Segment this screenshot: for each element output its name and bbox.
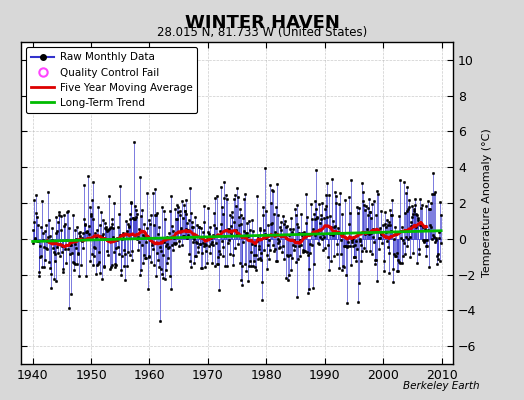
- Text: Berkeley Earth: Berkeley Earth: [403, 381, 479, 391]
- Legend: Raw Monthly Data, Quality Control Fail, Five Year Moving Average, Long-Term Tren: Raw Monthly Data, Quality Control Fail, …: [26, 47, 198, 113]
- Text: WINTER HAVEN: WINTER HAVEN: [184, 14, 340, 32]
- Y-axis label: Temperature Anomaly (°C): Temperature Anomaly (°C): [482, 129, 492, 277]
- Text: 28.015 N, 81.733 W (United States): 28.015 N, 81.733 W (United States): [157, 26, 367, 39]
